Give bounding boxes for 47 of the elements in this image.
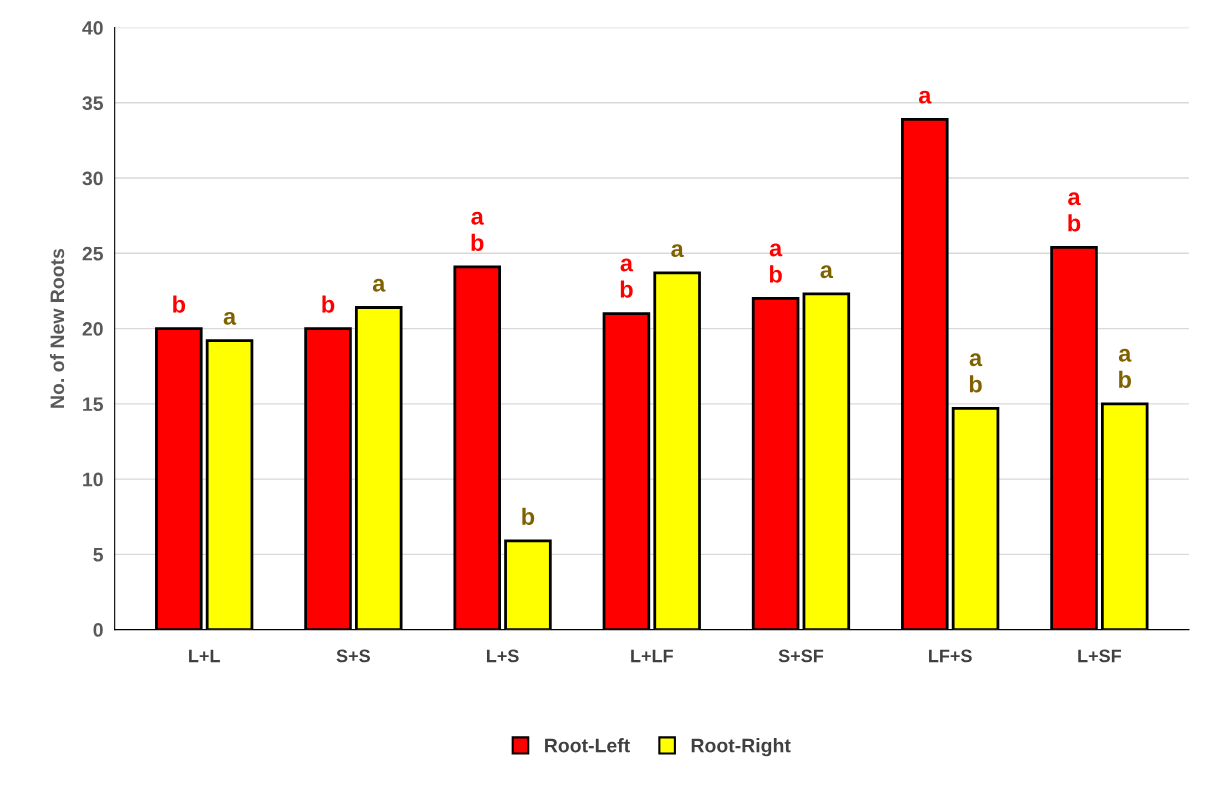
x-tick-label: L+LF <box>631 649 673 663</box>
data-label: a <box>372 278 386 292</box>
data-label: b <box>173 295 186 313</box>
bar <box>901 117 949 630</box>
bar <box>205 339 254 630</box>
bar <box>802 292 851 630</box>
data-label: a b <box>1068 192 1081 232</box>
y-tick-label: 30 <box>82 171 103 186</box>
data-label: a <box>671 244 684 258</box>
y-tick-label: 35 <box>82 96 104 111</box>
y-tick-label: 0 <box>93 623 103 637</box>
bar <box>1100 402 1149 630</box>
bar <box>304 327 352 630</box>
bar <box>354 306 403 630</box>
bar <box>653 271 701 630</box>
y-axis-title: No. of New Roots <box>49 248 65 408</box>
data-label: b <box>322 295 335 313</box>
x-tick-label: S+SF <box>778 649 824 663</box>
x-tick-label: S+S <box>336 649 370 663</box>
x-tick-label: L+SF <box>1078 649 1122 663</box>
x-tick-label: L+L <box>189 649 220 663</box>
y-tick-label: 40 <box>82 21 103 35</box>
y-tick-label: 25 <box>82 246 104 261</box>
data-label: b <box>522 507 535 526</box>
bar <box>951 406 1000 630</box>
bar <box>504 539 552 630</box>
bar <box>602 312 651 630</box>
y-tick-label: 15 <box>83 397 104 412</box>
data-label: a <box>820 265 834 279</box>
data-label: a <box>918 90 932 104</box>
data-label: a b <box>969 353 983 393</box>
bar <box>453 265 501 630</box>
x-tick-label: LF+S <box>929 649 972 663</box>
data-label: a <box>223 311 237 325</box>
bar <box>1050 245 1098 630</box>
y-tick-label: 20 <box>82 322 103 336</box>
y-tick-label: 10 <box>83 472 103 487</box>
x-tick-label: L+S <box>486 649 519 663</box>
legend-label: Root-Right <box>691 738 791 757</box>
y-tick-label: 5 <box>93 548 104 562</box>
data-label: a b <box>1118 348 1132 389</box>
data-label: a b <box>620 258 634 298</box>
data-label: a b <box>769 243 783 283</box>
bar <box>751 297 800 630</box>
bar <box>155 327 203 630</box>
data-label: a b <box>471 211 484 252</box>
legend-label: Root-Left <box>545 738 630 753</box>
